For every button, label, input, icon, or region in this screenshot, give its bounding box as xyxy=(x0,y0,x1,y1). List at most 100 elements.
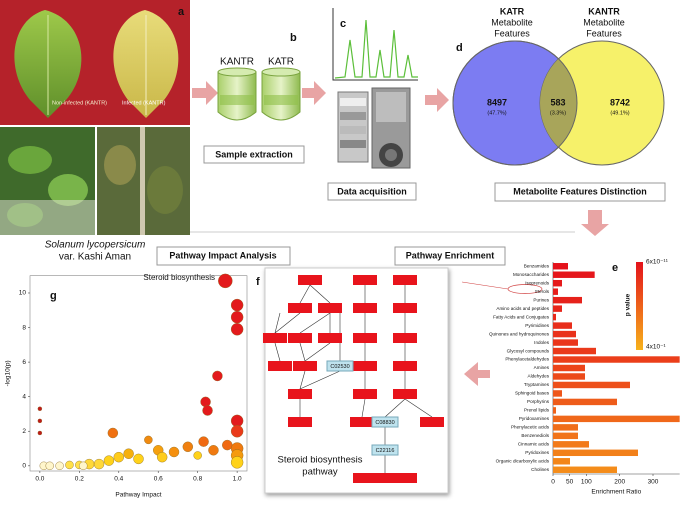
point xyxy=(113,451,124,463)
point xyxy=(79,461,88,471)
point xyxy=(133,453,144,465)
x-tick-label: 0.6 xyxy=(154,476,163,483)
venn xyxy=(452,40,665,166)
bar xyxy=(553,296,582,304)
y-tick-label: 0 xyxy=(22,463,26,470)
bar xyxy=(553,424,578,431)
pathway-arrow xyxy=(309,284,331,304)
bar xyxy=(553,339,578,346)
pathway-arrow xyxy=(299,312,331,334)
y-tick-label: Phenylacetaldehydes xyxy=(505,357,549,362)
bar xyxy=(553,466,617,473)
point xyxy=(230,425,244,438)
pathway-node xyxy=(263,333,287,343)
pathway-node xyxy=(353,473,377,483)
bar xyxy=(553,364,585,372)
y-tick-label: Benzamides xyxy=(524,263,550,268)
highlight-line xyxy=(461,281,509,290)
venn-percent: (3.3%) xyxy=(550,110,566,116)
point xyxy=(198,436,209,447)
pathway-node xyxy=(353,389,377,399)
set-subtitle: Metabolite xyxy=(491,17,533,27)
point xyxy=(37,430,43,436)
x-tick-label: 300 xyxy=(648,479,659,486)
bar xyxy=(553,441,589,448)
venn-count: 8497 xyxy=(487,97,507,107)
pathway-node xyxy=(318,303,342,313)
plot-frame xyxy=(29,275,248,472)
venn-count: 8742 xyxy=(610,97,630,107)
y-tick-label: Benzenediols xyxy=(521,433,549,438)
x-tick-label: 0.8 xyxy=(193,476,202,483)
set-subtitle: Features xyxy=(586,28,622,38)
pathway-node xyxy=(393,389,417,399)
pathway-node xyxy=(353,333,377,343)
y-tick-label: Phenylacetic acids xyxy=(511,425,550,430)
bar xyxy=(553,305,562,312)
y-tick-label: 4 xyxy=(22,393,26,400)
y-tick-label: Glycosyl compounds xyxy=(507,348,550,353)
pathway-node xyxy=(326,360,354,372)
x-tick-label: 200 xyxy=(614,479,625,486)
pathway-arrow xyxy=(274,312,281,334)
x-tick-label: 100 xyxy=(581,479,592,486)
panel-letter: b xyxy=(290,32,297,44)
point xyxy=(144,435,153,445)
tube-label: KANTR xyxy=(220,57,254,68)
venn-count: 583 xyxy=(550,97,565,107)
point xyxy=(230,323,244,336)
pathway-node xyxy=(373,473,397,483)
venn-percent: (47.7%) xyxy=(487,110,506,116)
x-tick-label: 0.2 xyxy=(75,476,84,483)
pathway-node xyxy=(393,333,417,343)
point xyxy=(202,405,213,416)
pathway-node xyxy=(298,275,322,285)
pathway-node xyxy=(350,417,374,427)
bar xyxy=(553,381,630,389)
y-tick-label: Aldehydes xyxy=(528,374,550,379)
set-subtitle: Metabolite xyxy=(583,17,625,27)
point xyxy=(123,448,134,459)
y-tick-label: 8 xyxy=(22,324,26,331)
pathway-arrow xyxy=(274,342,281,362)
bar xyxy=(553,330,576,338)
photo-a: a Non-infected (KANTR) Infected (KANTR) xyxy=(0,0,190,235)
pathway-node xyxy=(288,417,312,427)
annotation: Steroid biosynthesis xyxy=(143,273,215,282)
pathway-node xyxy=(288,389,312,399)
y-tick-label: Cinnamic acids xyxy=(518,442,550,447)
y-tick-label: Pyridoxamines xyxy=(519,416,550,421)
bar xyxy=(553,322,572,329)
pathway-node xyxy=(293,361,317,371)
pathway-caption: Steroid biosynthesis xyxy=(277,455,362,466)
bar xyxy=(553,390,562,397)
panel-letter: a xyxy=(178,6,185,18)
caption-box xyxy=(203,145,305,164)
pathway-arrow xyxy=(299,342,306,362)
panel-letter: f xyxy=(256,276,260,288)
x-tick-label: 0.4 xyxy=(114,476,123,483)
pathway-arrow xyxy=(361,398,366,418)
caption: Sample extraction xyxy=(215,149,293,159)
set-name: KATR xyxy=(500,6,525,16)
point xyxy=(193,451,202,460)
point xyxy=(45,461,54,471)
y-axis-label: -log10(p) xyxy=(5,360,12,386)
colorbar-label: 6x10⁻¹¹ xyxy=(646,259,669,266)
tubes xyxy=(217,67,301,121)
y-tick-label: Prenol lipids xyxy=(524,408,550,413)
point xyxy=(107,427,119,439)
colorbar-title: p value xyxy=(625,293,632,316)
pathway-node xyxy=(393,303,417,313)
point xyxy=(230,310,244,324)
pathway-node xyxy=(393,275,417,285)
bar xyxy=(553,398,617,406)
tube-label: KATR xyxy=(268,57,294,68)
point xyxy=(182,441,194,453)
panel-letter: c xyxy=(340,18,346,30)
instrument xyxy=(332,8,418,169)
point xyxy=(230,456,244,469)
bar xyxy=(553,407,556,414)
node-label: C08830 xyxy=(375,420,394,426)
venn-percent: (49.1%) xyxy=(610,110,629,116)
